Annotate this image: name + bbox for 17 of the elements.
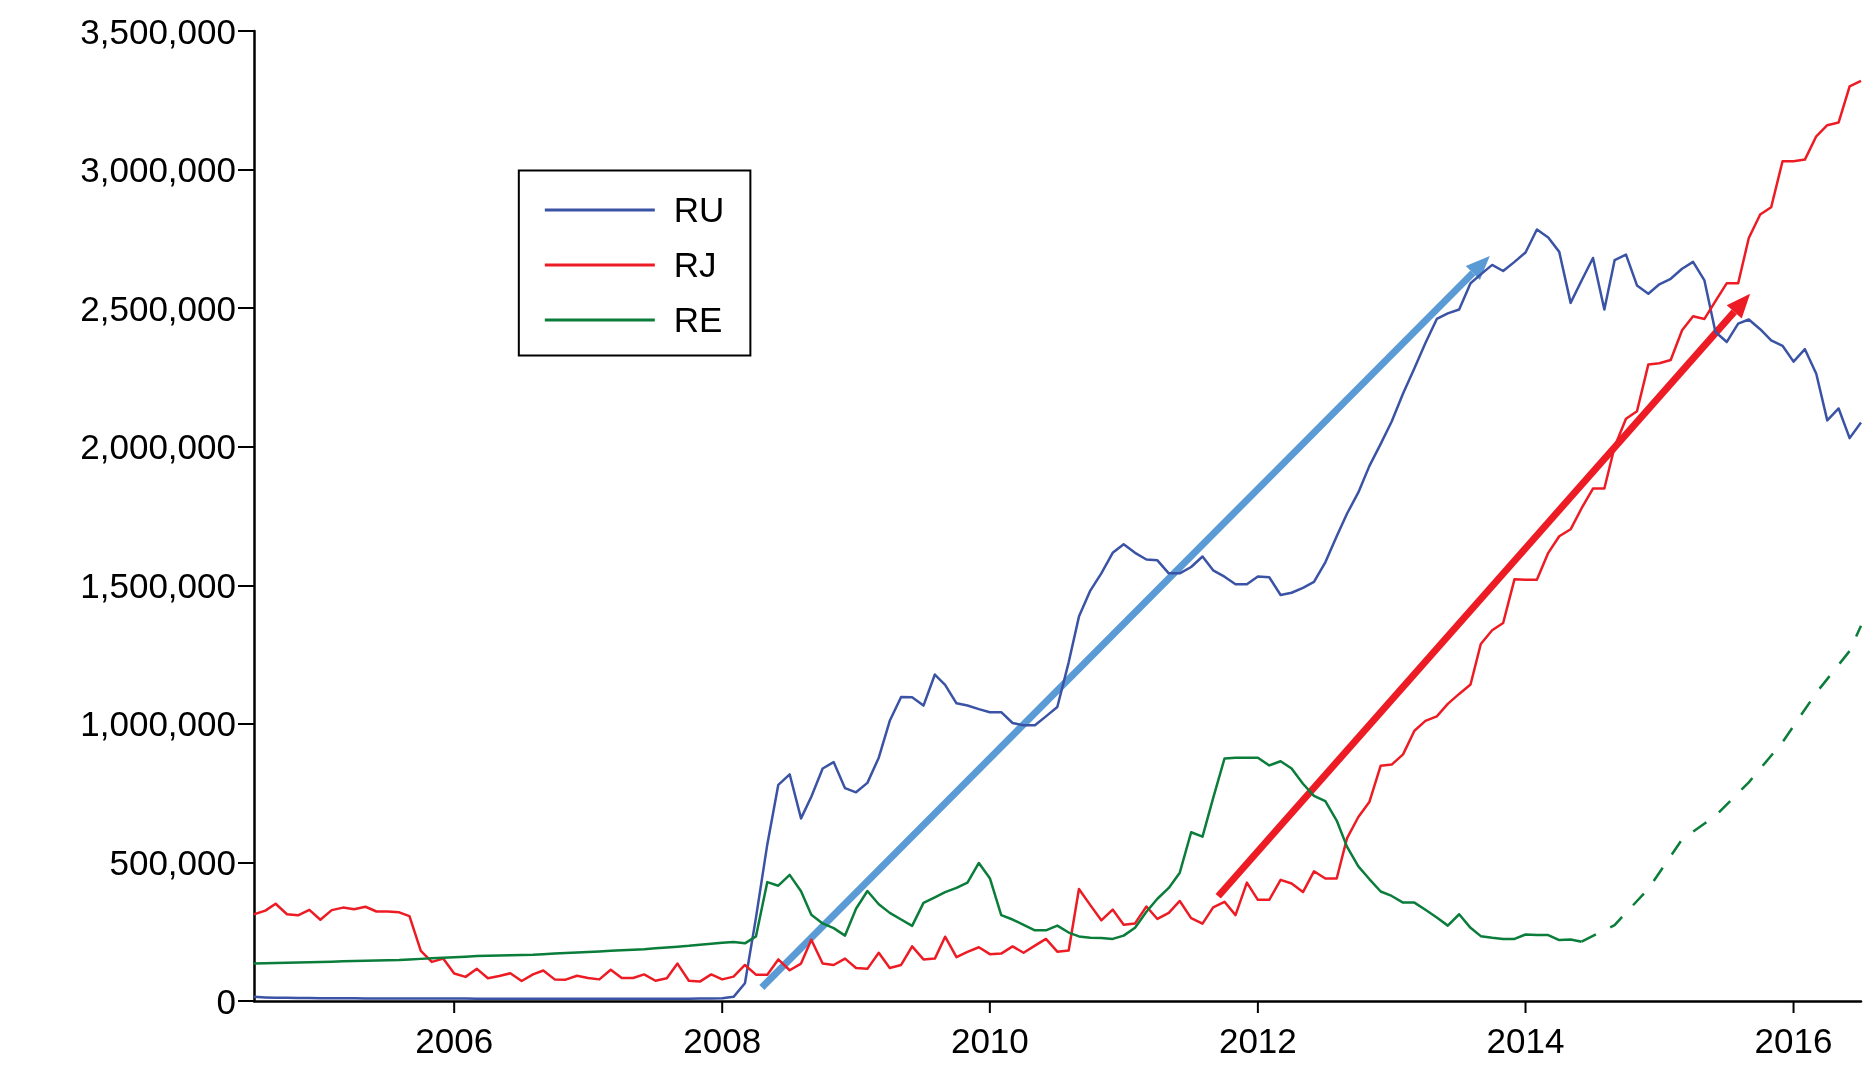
y-tick-label: 1,000,000: [80, 704, 236, 744]
y-tick-label: 500,000: [109, 842, 236, 882]
x-tick-label: 2010: [950, 1021, 1029, 1060]
x-tick-label: 2008: [683, 1021, 762, 1060]
legend-label: RU: [673, 190, 725, 230]
y-tick-label: 3,000,000: [80, 150, 236, 190]
x-tick-label: 2006: [415, 1021, 494, 1060]
y-tick-label: 3,500,000: [80, 11, 236, 51]
legend-label: RJ: [673, 245, 717, 285]
y-tick-label: 2,500,000: [80, 288, 236, 328]
y-tick-label: 1,500,000: [80, 565, 236, 605]
legend-label: RE: [673, 300, 723, 340]
y-tick-label: 0: [216, 981, 236, 1021]
x-tick-label: 2014: [1486, 1021, 1565, 1060]
x-tick-label: 2012: [1218, 1021, 1297, 1060]
y-tick-label: 2,000,000: [80, 427, 236, 467]
x-tick-label: 2016: [1754, 1021, 1833, 1060]
